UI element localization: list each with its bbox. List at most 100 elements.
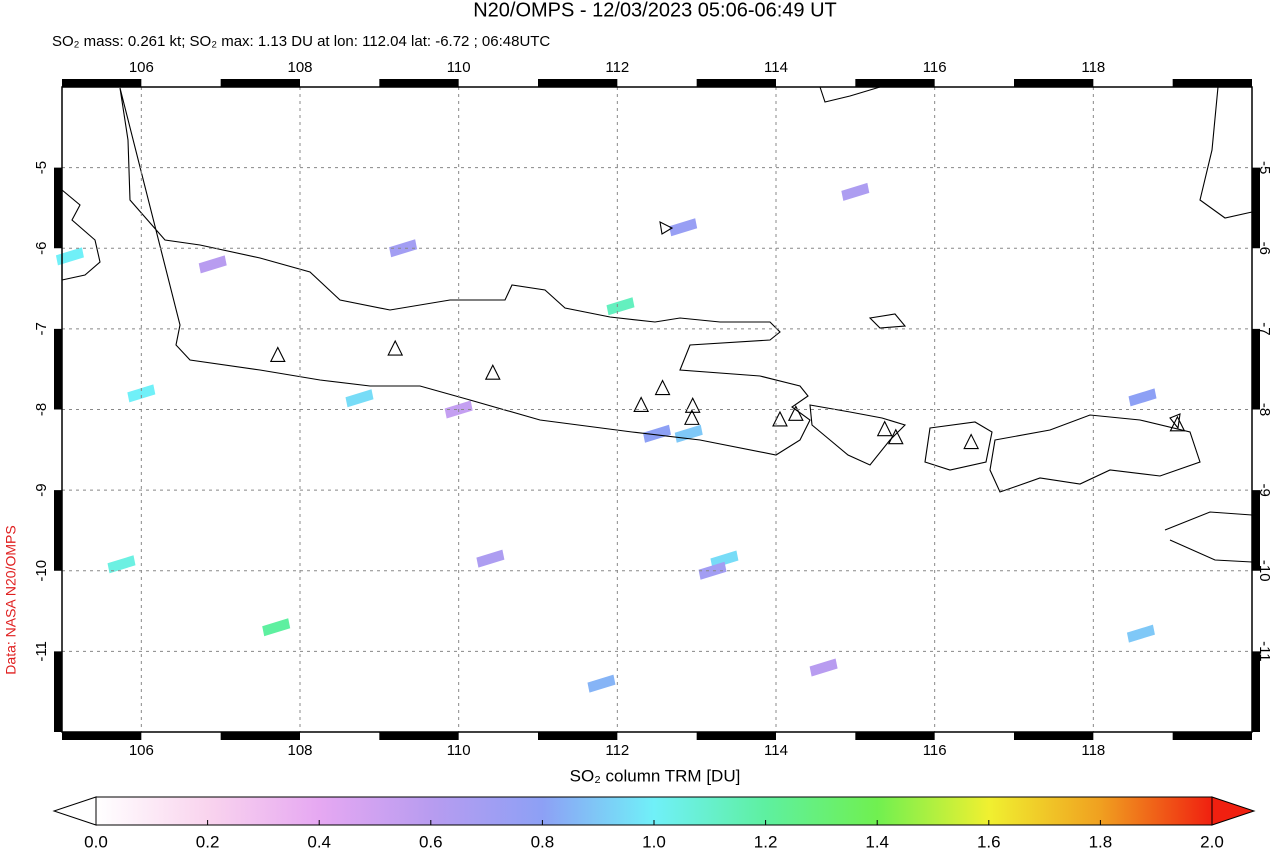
y-tick-label-right: -6 bbox=[1256, 242, 1272, 255]
colorbar-tick-label: 0.2 bbox=[196, 832, 220, 851]
so2-pixel bbox=[55, 247, 84, 266]
so2-pixel bbox=[1128, 388, 1157, 407]
colorbar-tick-label: 1.0 bbox=[642, 832, 666, 851]
frame-band bbox=[54, 328, 62, 410]
frame-band bbox=[54, 167, 62, 249]
frame-band bbox=[379, 79, 459, 87]
frame-band bbox=[54, 490, 62, 571]
volcano bbox=[887, 428, 904, 445]
frame-band bbox=[696, 79, 776, 87]
volcano bbox=[654, 379, 671, 396]
so2-pixel bbox=[698, 561, 727, 580]
volcano bbox=[633, 396, 650, 413]
frame-band bbox=[538, 732, 618, 740]
colorbar-label: SO₂ column TRM [DU] bbox=[570, 766, 741, 785]
coastlines bbox=[61, 86, 1253, 563]
colorbar-tick-label: 2.0 bbox=[1200, 832, 1224, 851]
so2-pixel bbox=[669, 218, 698, 237]
so2-pixel bbox=[389, 239, 418, 258]
colorbar-over bbox=[1211, 796, 1256, 826]
colorbar-tick-label: 0.4 bbox=[307, 832, 331, 851]
frame-band bbox=[538, 79, 618, 87]
x-tick-label-bottom: 108 bbox=[287, 742, 312, 759]
so2-pixel bbox=[127, 384, 156, 403]
y-tick-label-left: -11 bbox=[33, 641, 50, 662]
subtitle: SO₂ mass: 0.261 kt; SO₂ max: 1.13 DU at … bbox=[52, 33, 550, 50]
frame-band bbox=[54, 651, 62, 732]
y-tick-label-right: -8 bbox=[1256, 403, 1272, 416]
coastline bbox=[61, 189, 101, 281]
frame-band bbox=[1014, 79, 1094, 87]
x-tick-label-top: 116 bbox=[923, 59, 947, 76]
frame-band bbox=[1172, 79, 1252, 87]
coastline-java bbox=[119, 87, 811, 456]
frame-band bbox=[1252, 490, 1260, 571]
x-tick-label-top: 110 bbox=[447, 59, 471, 76]
volcano bbox=[876, 420, 893, 437]
x-tick-label-bottom: 112 bbox=[605, 742, 629, 759]
volcano bbox=[1169, 415, 1186, 432]
x-tick-label-top: 118 bbox=[1081, 59, 1105, 76]
so2-pixel bbox=[107, 555, 136, 574]
axes: 106 106 108 108 110 110 112 112 114 114 116 116 118 1… bbox=[33, 59, 1272, 759]
colorbar-tick-label: 1.4 bbox=[865, 832, 889, 851]
colorbar-under bbox=[52, 796, 97, 826]
y-tick-label-left: -5 bbox=[33, 161, 50, 174]
so2-pixel bbox=[262, 618, 291, 637]
pixel-layer bbox=[55, 182, 1157, 693]
so2-pixel bbox=[476, 549, 505, 568]
x-tick-label-bottom: 116 bbox=[923, 742, 947, 759]
frame-band bbox=[220, 79, 300, 87]
x-tick-label-bottom: 114 bbox=[764, 742, 788, 759]
frame-band bbox=[1014, 732, 1094, 740]
so2-pixel bbox=[643, 424, 671, 443]
so2-pixel bbox=[606, 297, 635, 316]
y-tick-label-left: -10 bbox=[33, 560, 50, 582]
frame-band bbox=[855, 732, 935, 740]
y-tick-label-left: -7 bbox=[33, 322, 50, 335]
frame-band bbox=[1252, 167, 1260, 249]
x-tick-label-top: 106 bbox=[129, 59, 154, 76]
frame-band bbox=[379, 732, 459, 740]
colorbar-tick-label: 0.8 bbox=[531, 832, 555, 851]
volcano bbox=[787, 405, 804, 421]
y-tick-label-left: -6 bbox=[33, 242, 50, 255]
y-tick-label-right: -9 bbox=[1256, 483, 1272, 496]
x-tick-label-top: 114 bbox=[764, 59, 788, 76]
so2-pixel bbox=[587, 674, 616, 693]
x-tick-label-top: 112 bbox=[605, 59, 629, 76]
credit: Data: NASA N20/OMPS bbox=[3, 525, 19, 674]
frame-band bbox=[1252, 328, 1260, 410]
y-tick-label-right: -10 bbox=[1256, 560, 1272, 582]
frame-band bbox=[220, 732, 300, 740]
coastline-sumba bbox=[1164, 511, 1253, 563]
y-tick-label-left: -8 bbox=[33, 403, 50, 416]
frame-band bbox=[1252, 651, 1260, 732]
y-tick-label-left: -9 bbox=[33, 483, 50, 496]
volcano bbox=[484, 363, 501, 380]
colorbar-tick-label: 0.6 bbox=[419, 832, 443, 851]
volcano bbox=[387, 339, 404, 356]
x-tick-label-bottom: 106 bbox=[129, 742, 154, 759]
frame-band bbox=[62, 79, 142, 87]
coastline-sulawesi bbox=[1199, 86, 1253, 219]
colorbar-tick-label: 1.2 bbox=[754, 832, 778, 851]
frame-band bbox=[1172, 732, 1252, 740]
so2-pixel bbox=[841, 182, 870, 201]
frame-band bbox=[696, 732, 776, 740]
volcano bbox=[269, 346, 286, 363]
so2-pixel bbox=[809, 658, 838, 677]
x-tick-label-bottom: 118 bbox=[1081, 742, 1105, 759]
volcano bbox=[963, 433, 980, 450]
coastline-bali bbox=[809, 404, 907, 466]
so2-pixel bbox=[1126, 624, 1155, 643]
volcano bbox=[684, 409, 700, 425]
coastline-sumbawa bbox=[989, 414, 1201, 493]
map-frame bbox=[61, 86, 1253, 733]
colorbar-tick-label: 0.0 bbox=[84, 832, 108, 851]
frame-band bbox=[855, 79, 935, 87]
colorbar-tick-label: 1.6 bbox=[977, 832, 1001, 851]
y-tick-label-right: -5 bbox=[1256, 161, 1272, 174]
